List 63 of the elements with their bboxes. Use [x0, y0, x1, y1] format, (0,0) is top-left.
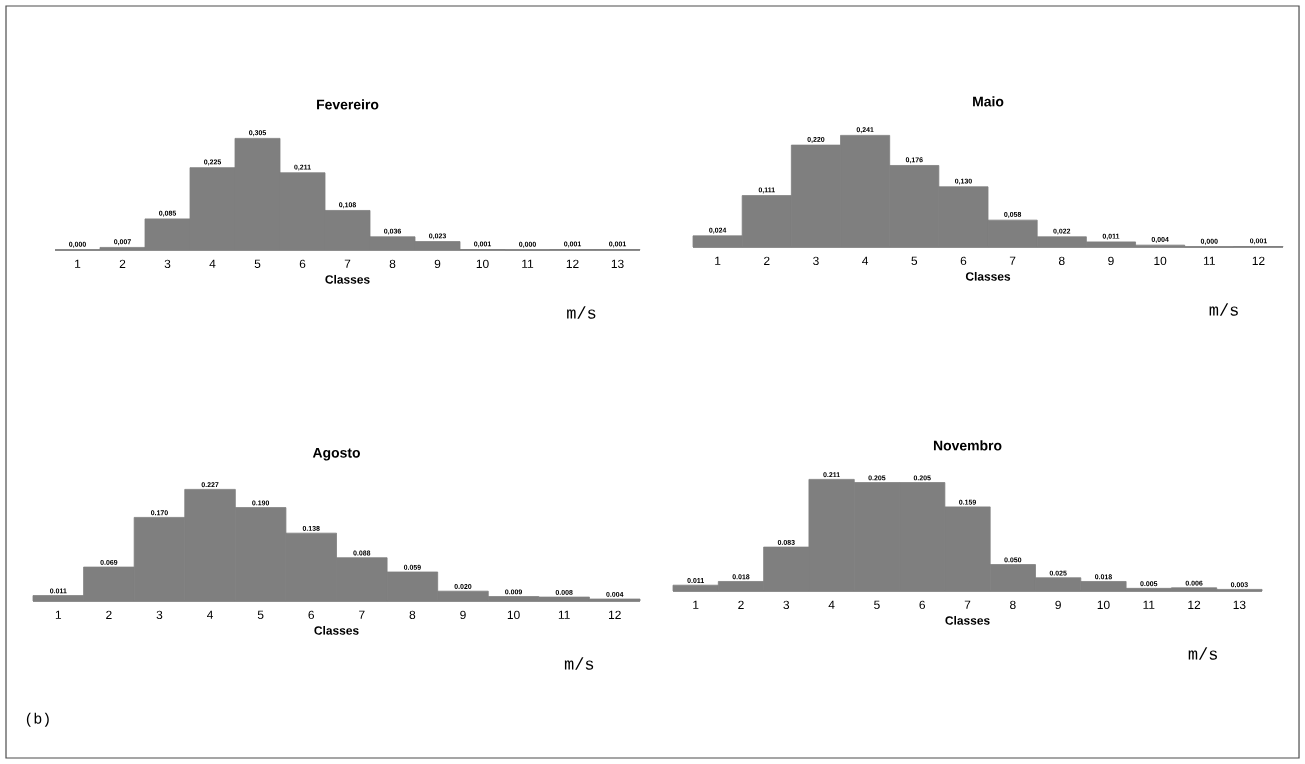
x-tick-label: 8 — [389, 259, 396, 269]
x-tick-label: 5 — [257, 610, 264, 619]
text: m/s — [1188, 647, 1217, 660]
x-tick-label: 10 — [1154, 256, 1167, 266]
x-tick-label: 3 — [783, 600, 790, 610]
x-tick-label: 12 — [1252, 256, 1265, 265]
x-tick-label: 9 — [1108, 256, 1114, 266]
x-tick-label: 1 — [55, 610, 62, 619]
x-tick-label: 2 — [106, 610, 112, 619]
x-tick-label: 7 — [964, 600, 971, 609]
x-tick-label: 11 — [522, 259, 534, 268]
x-tick-label: 4 — [209, 259, 216, 268]
x-tick-label: 6 — [308, 610, 315, 620]
x-tick-label: 7 — [344, 259, 351, 268]
chart-title: Novembro — [933, 440, 1002, 451]
x-tick-label: 1 — [693, 600, 699, 609]
x-tick-label: 2 — [119, 259, 126, 268]
text: m/s — [567, 306, 596, 319]
x-tick-label: 5 — [911, 256, 918, 265]
x-tick-label: 7 — [1009, 256, 1016, 265]
x-tick-label: 11 — [558, 610, 570, 619]
x-tick-label: 6 — [299, 259, 306, 269]
x-axis-title: Classes — [945, 615, 990, 625]
x-tick-label: 9 — [434, 259, 441, 269]
x-axis-title: Classes — [325, 274, 370, 284]
x-tick-label: 13 — [611, 259, 624, 269]
x-tick-label: 10 — [507, 610, 520, 620]
x-tick-label: 5 — [254, 259, 261, 268]
text: m/s — [564, 657, 594, 670]
x-tick-label: 11 — [1203, 256, 1215, 265]
chart-title: Agosto — [312, 447, 360, 461]
x-axis-title: Classes — [314, 625, 359, 635]
x-tick-label: 12 — [566, 259, 579, 268]
x-tick-label: 8 — [1010, 600, 1016, 610]
x-tick-label: 9 — [1055, 600, 1061, 610]
chart-title: Maio — [973, 96, 1004, 107]
x-tick-label: 4 — [862, 256, 869, 265]
x-tick-label: 11 — [1143, 600, 1155, 609]
x-tick-label: 6 — [960, 256, 967, 266]
x-tick-label: 2 — [738, 600, 744, 609]
text: m/s — [1209, 303, 1238, 316]
text: (b) — [26, 712, 49, 727]
x-tick-label: 4 — [828, 600, 835, 609]
x-tick-label: 3 — [164, 259, 171, 269]
x-tick-label: 10 — [476, 259, 489, 269]
x-tick-label: 5 — [874, 600, 880, 609]
x-tick-label: 13 — [1233, 600, 1246, 610]
x-tick-label: 1 — [75, 259, 81, 268]
x-tick-label: 6 — [919, 600, 926, 610]
chart-title: Fevereiro — [317, 99, 379, 110]
x-tick-label: 2 — [764, 256, 770, 265]
x-tick-label: 4 — [207, 610, 214, 619]
x-tick-label: 3 — [156, 610, 163, 620]
x-tick-label: 12 — [608, 610, 621, 619]
x-tick-label: 8 — [409, 610, 416, 620]
x-tick-label: 1 — [715, 256, 721, 265]
x-tick-label: 7 — [359, 610, 365, 619]
x-tick-label: 8 — [1058, 256, 1065, 266]
x-tick-label: 9 — [460, 610, 466, 620]
x-tick-label: 10 — [1097, 600, 1110, 610]
x-tick-label: 12 — [1188, 600, 1201, 609]
x-tick-label: 3 — [813, 256, 819, 266]
x-axis-title: Classes — [965, 271, 1011, 281]
